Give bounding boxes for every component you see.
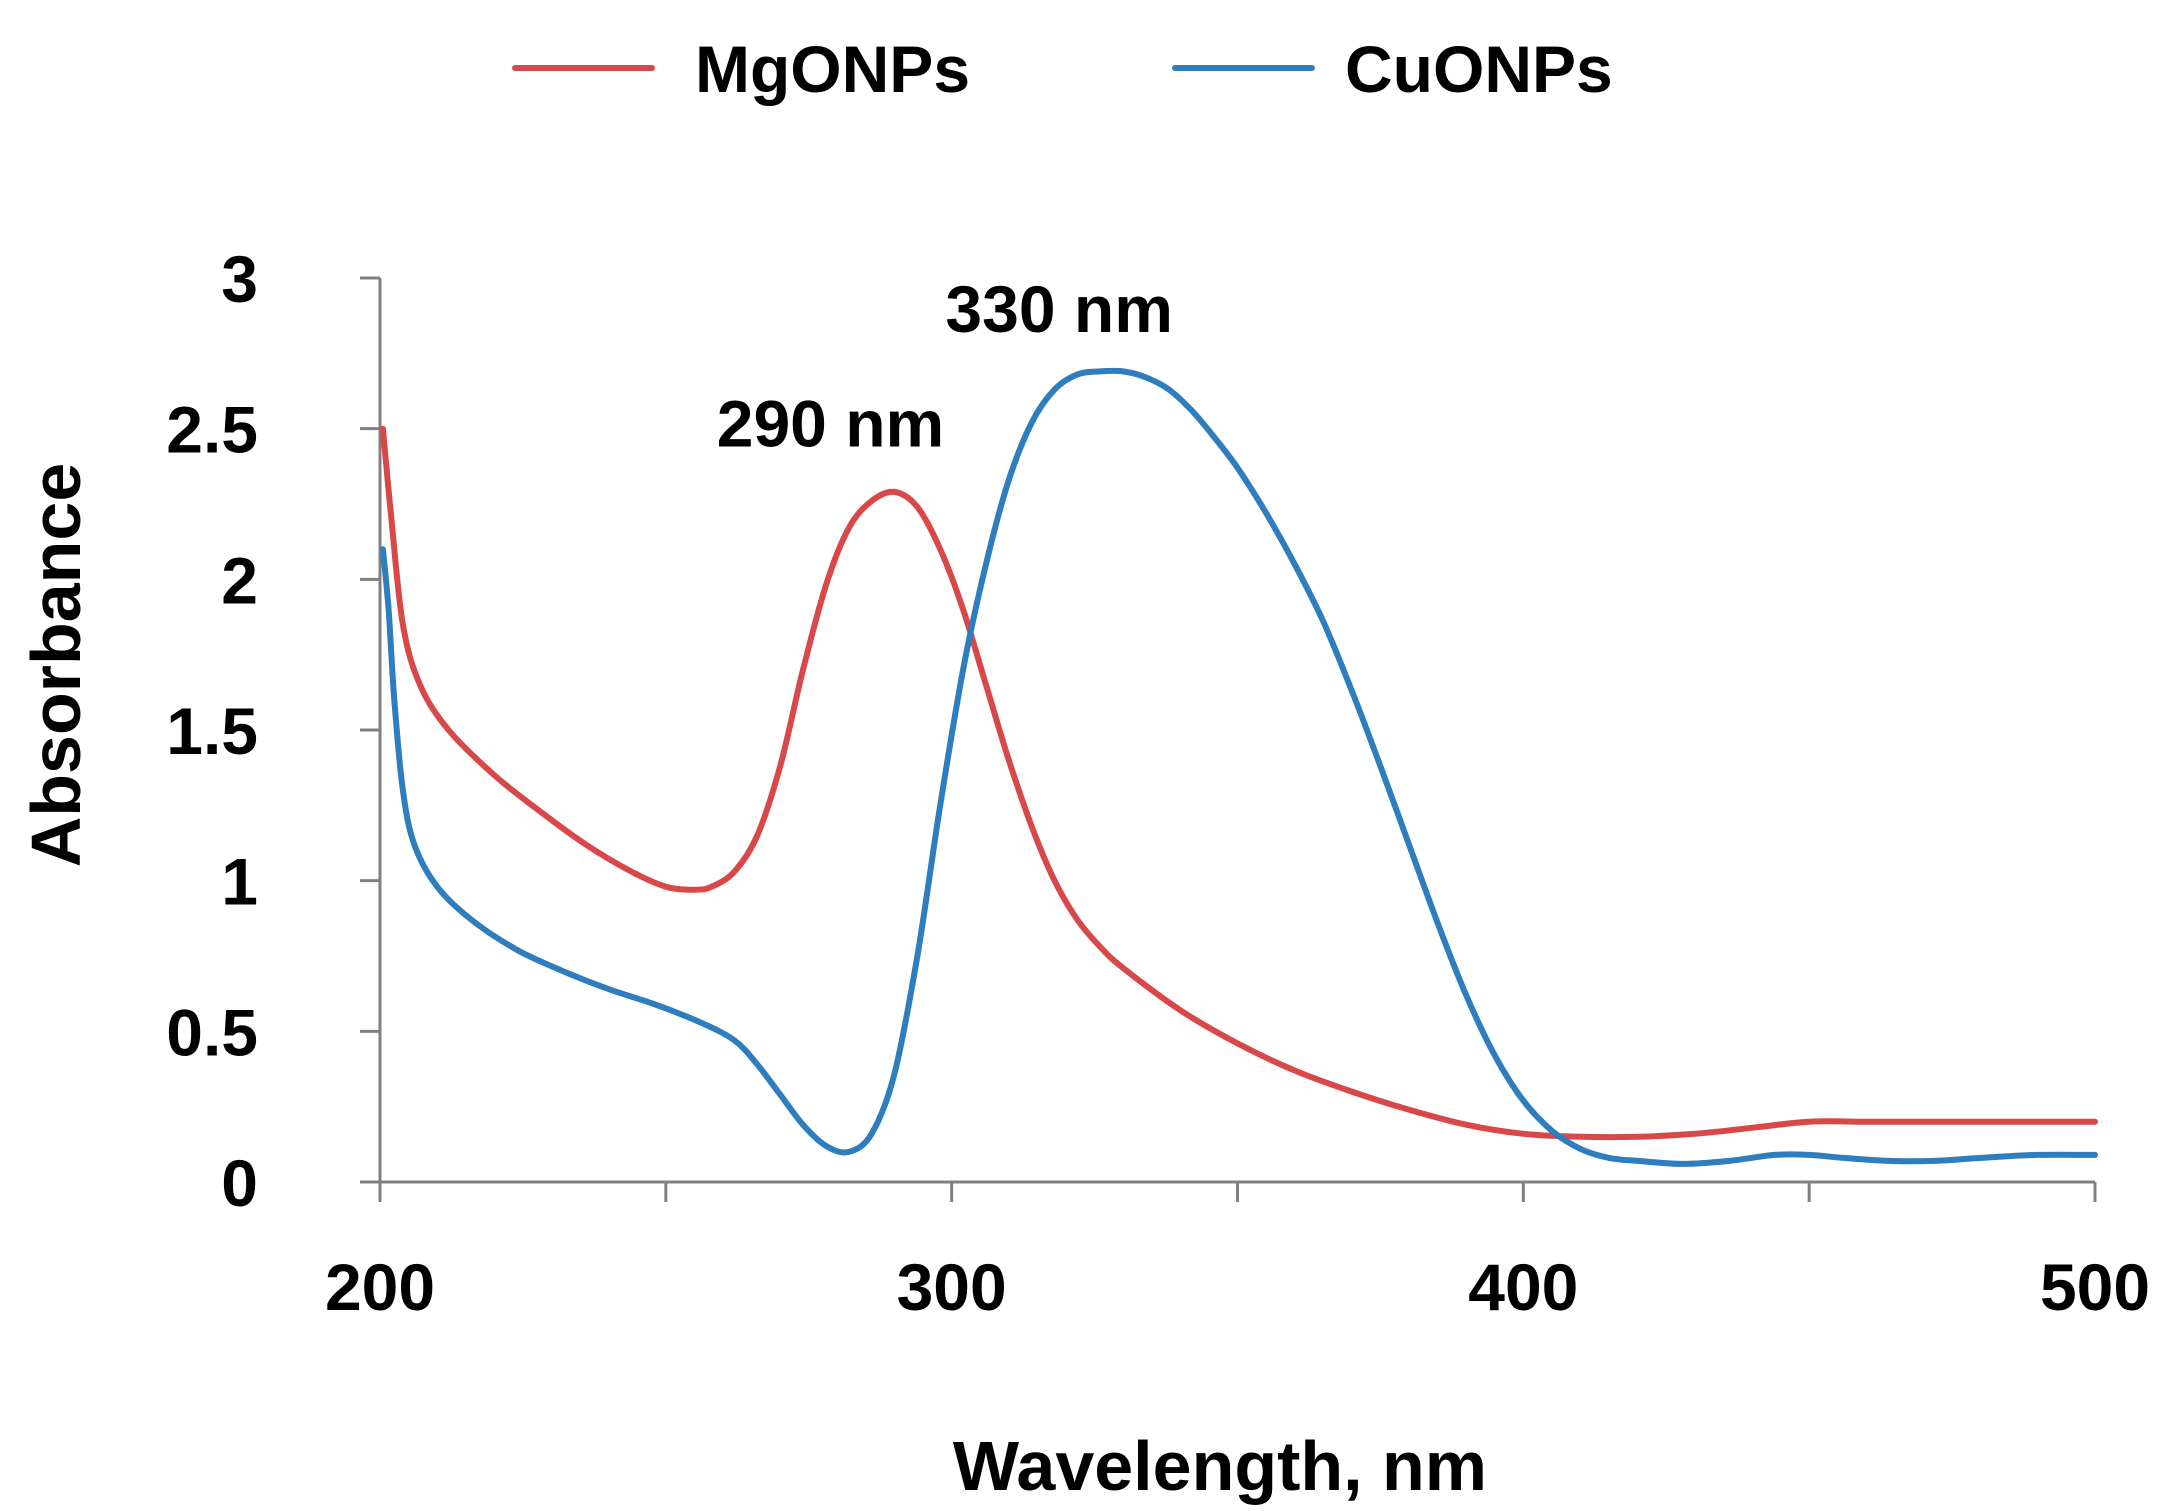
series-line-mgonps xyxy=(379,425,2098,1141)
y-tick-label: 2 xyxy=(221,543,258,617)
series-line-cuonps xyxy=(379,367,2098,1167)
series-layer xyxy=(379,367,2098,1167)
x-axis-title: Wavelength, nm xyxy=(953,1427,1487,1505)
x-tick-label: 200 xyxy=(325,1250,435,1324)
y-tick-label: 0 xyxy=(221,1146,258,1220)
legend-label-cuonps: CuONPs xyxy=(1345,32,1613,106)
legend: MgONPs CuONPs xyxy=(512,32,1613,106)
y-tick-label: 3 xyxy=(221,242,258,316)
x-tick-label: 400 xyxy=(1468,1250,1578,1324)
y-axis: 0 0.5 1 1.5 2 2.5 3 xyxy=(166,242,382,1220)
y-tick-label: 1.5 xyxy=(166,694,258,768)
y-tick-label: 1 xyxy=(221,845,258,919)
y-tick-label: 0.5 xyxy=(166,995,258,1069)
legend-label-mgonps: MgONPs xyxy=(695,32,970,106)
x-tick-label: 300 xyxy=(897,1250,1007,1324)
y-axis-title: Absorbance xyxy=(17,463,95,868)
peak-annotation: 290 nm xyxy=(717,387,944,461)
x-tick-label: 500 xyxy=(2040,1250,2150,1324)
x-axis: 200 300 400 500 xyxy=(325,1180,2150,1324)
peak-annotation: 330 nm xyxy=(945,272,1172,346)
y-tick-label: 2.5 xyxy=(166,393,258,467)
